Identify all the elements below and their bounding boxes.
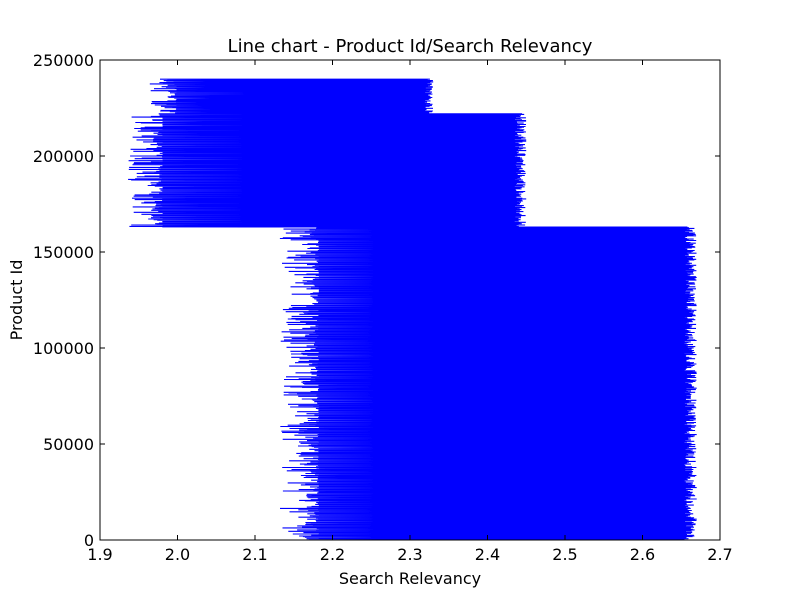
x-tick-label: 1.9 [87,545,112,564]
x-tick-label: 2.3 [397,545,422,564]
plot-area [128,78,697,541]
y-tick-label: 100000 [33,339,94,358]
y-tick-label: 200000 [33,147,94,166]
y-tick-label: 250000 [33,51,94,70]
y-axis-label: Product Id [7,260,26,341]
x-tick-label: 2.7 [707,545,732,564]
x-tick-label: 2.1 [242,545,267,564]
y-tick-label: 50000 [43,435,94,454]
chart-title: Line chart - Product Id/Search Relevancy [228,36,593,57]
ticks: 1.9 2.0 2.1 2.2 2.3 2.4 2.5 2.6 2.7 0 50000 100000 1… [33,51,733,564]
y-tick-label: 0 [84,531,94,550]
x-tick-label: 2.2 [320,545,345,564]
x-tick-label: 2.5 [552,545,577,564]
series-line [128,78,697,541]
x-tick-label: 2.4 [475,545,500,564]
x-tick-label: 2.6 [630,545,655,564]
x-tick-label: 2.0 [165,545,190,564]
x-axis-label: Search Relevancy [339,569,481,588]
y-tick-label: 150000 [33,243,94,262]
